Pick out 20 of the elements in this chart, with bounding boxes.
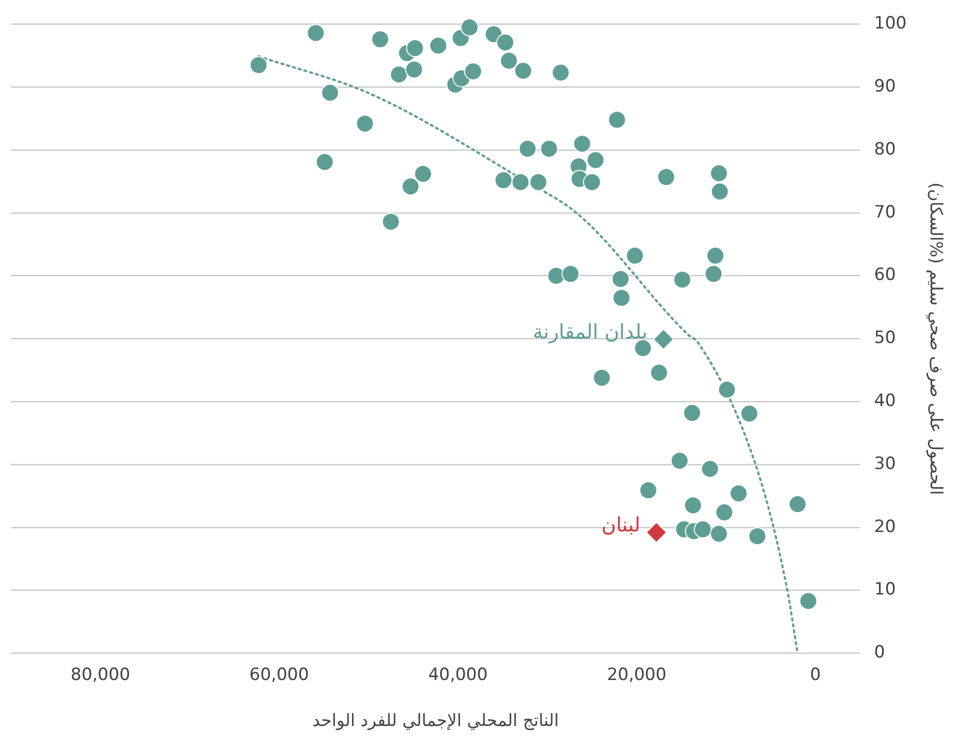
x-tick-label: 40,000	[428, 664, 488, 685]
x-tick-label: 60,000	[249, 664, 309, 685]
y-tick-label: 80	[874, 139, 896, 160]
x-axis-title: الناتج المحلي الإجمالي للفرد الواحد	[312, 711, 559, 732]
x-tick-label: 0	[810, 664, 821, 685]
series-label: لبنان	[601, 512, 640, 537]
y-tick-label: 30	[874, 454, 896, 474]
y-tick-label: 40	[874, 391, 896, 412]
y-tick-label: 0	[874, 642, 885, 663]
y-tick-label: 90	[874, 76, 896, 97]
y-axis-title: الحصول على صرف صحي سليم (%السكان)	[925, 182, 946, 495]
x-tick-label: 80,000	[70, 664, 130, 685]
y-tick-label: 100	[874, 14, 907, 34]
y-tick-label: 60	[874, 265, 896, 286]
x-tick-label: 20,000	[606, 664, 666, 685]
y-tick-label: 20	[874, 516, 896, 537]
y-tick-label: 10	[874, 580, 896, 600]
y-tick-label: 70	[874, 202, 896, 222]
series-label: بلدان المقارنة	[532, 320, 648, 344]
y-tick-label: 50	[874, 328, 896, 348]
